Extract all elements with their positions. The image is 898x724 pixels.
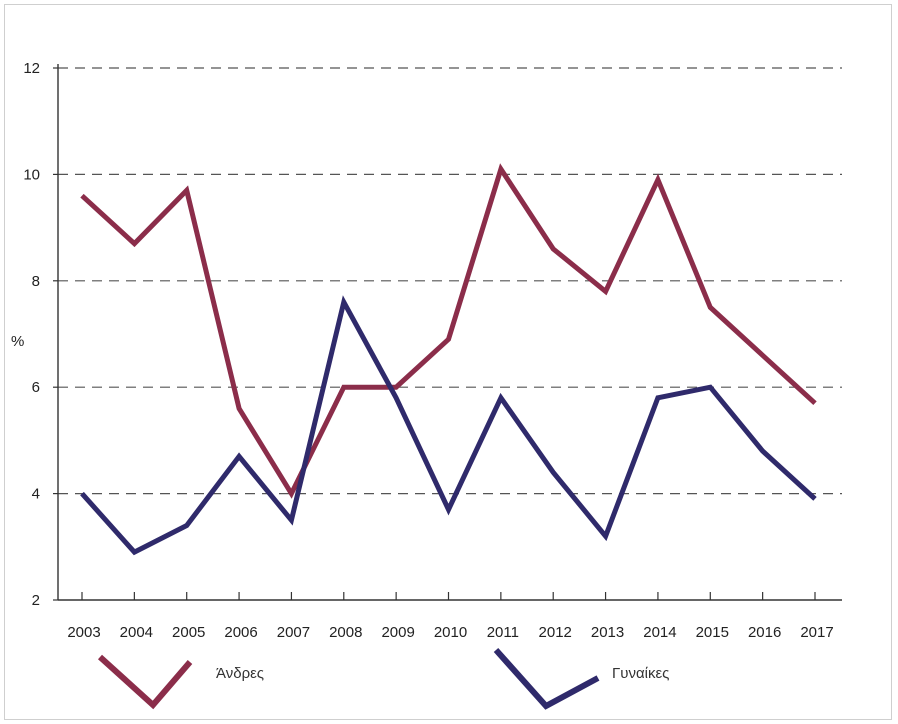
legend-swatch: [493, 648, 600, 710]
x-tick-label: 2014: [643, 624, 676, 641]
y-tick-label: 8: [32, 273, 40, 290]
x-tick-label: 2008: [329, 624, 362, 641]
x-tick-label: 2004: [120, 624, 153, 641]
y-tick-label: 10: [23, 166, 40, 183]
x-tick-label: 2007: [277, 624, 310, 641]
x-tick-label: 2015: [696, 624, 729, 641]
y-axis-label: %: [11, 333, 24, 350]
x-tick-labels: 2003 2004 2005 2006 2007 2008 2009 2010 2011 2012…: [67, 592, 834, 641]
x-tick-label: 2010: [434, 624, 467, 641]
x-tick-label: 2003: [67, 624, 100, 641]
legend-label: Άνδρες: [216, 665, 264, 682]
series-lines: [80, 163, 817, 556]
series-line-andres: [80, 163, 817, 499]
x-tick-label: 2017: [800, 624, 833, 641]
grid-lines: [53, 67, 842, 601]
series-line-gynaikes: [80, 295, 817, 556]
x-tick-label: 2009: [381, 624, 414, 641]
x-tick-label: 2005: [172, 624, 205, 641]
legend: Άνδρες Γυναίκες: [97, 648, 669, 710]
x-tick-label: 2006: [224, 624, 257, 641]
y-tick-labels: 2 4 6 8 10 12: [23, 60, 40, 609]
x-tick-label: 2013: [591, 624, 624, 641]
axes: [57, 64, 842, 601]
y-tick-label: 2: [32, 592, 40, 609]
y-tick-label: 6: [32, 379, 40, 396]
x-tick-label: 2011: [487, 624, 519, 641]
x-tick-label: 2016: [748, 624, 781, 641]
y-tick-label: 12: [23, 60, 40, 77]
x-tick-label: 2012: [539, 624, 572, 641]
legend-swatch: [97, 654, 193, 710]
legend-label: Γυναίκες: [612, 665, 669, 682]
y-tick-label: 4: [32, 486, 40, 503]
